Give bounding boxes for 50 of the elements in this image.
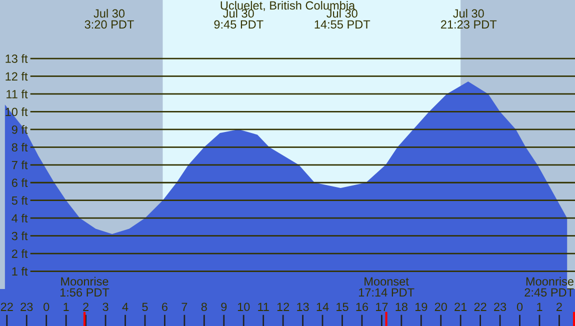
chart-title: Ucluelet, British Columbia [220,0,356,12]
x-tick-label: 22 [474,302,486,311]
x-tick-label: 17 [376,302,388,311]
x-tick-label: 2 [83,302,88,311]
y-tick-label: 8 ft [12,142,28,152]
x-tick-label: 8 [201,302,207,312]
y-tick-label: 2 ft [12,249,28,258]
y-tick-label: 12 ft [6,72,28,81]
x-tick-label: 4 [122,302,128,311]
ref-line-label: Moonrise 1:56 PDT [60,276,110,297]
x-tick-label: 19 [415,302,428,312]
x-tick-label: 13 [297,302,309,312]
x-tick-label: 11 [258,302,269,311]
x-tick-label: 1 [64,302,69,311]
y-tick-label: 1 ft [12,267,28,276]
y-tick-label: 9 ft [12,125,28,134]
y-tick-label: 3 ft [12,232,28,240]
x-tick-label: 18 [396,302,408,312]
x-tick-label: 14 [316,302,329,311]
x-tick-label: 16 [356,302,368,312]
x-tick-label: 12 [277,302,290,311]
x-tick-label: 0 [44,302,50,312]
y-tick-label: 4 ft [12,214,28,222]
y-tick-label: 11 ft [6,90,28,98]
x-tick-label: 10 [238,302,250,312]
annotation: Jul 30 21:23 PDT [441,8,497,29]
y-tick-label: 10 ft [6,107,28,116]
annotation: Jul 30 3:20 PDT [84,8,134,29]
x-tick-label: 3 [102,302,108,312]
annotation: Jul 30 14:55 PDT [314,8,370,29]
x-tick-label: 20 [434,302,447,312]
x-tick-label: 23 [494,302,506,312]
x-tick-label: 1 [537,302,542,311]
y-tick-label: 5 ft [12,196,28,205]
y-tick-label: 7 ft [12,160,28,170]
ref-line-label: Moonrise 2:45 PDT [524,276,574,297]
x-tick-label: 21 [454,302,467,311]
y-tick-label: 6 ft [12,178,28,188]
x-tick-label: 7 [182,302,188,311]
x-tick-label: 5 [142,302,148,312]
x-tick-label: 22 [0,302,13,311]
x-tick-label: 9 [221,302,227,312]
x-tick-label: 6 [162,302,168,312]
x-tick-label: 2 [556,302,562,311]
ref-line-label: Moonset 17:14 PDT [358,277,414,296]
x-tick-label: 15 [336,302,348,312]
x-tick-label: 23 [20,302,33,312]
y-tick-label: 13 ft [6,54,28,63]
x-tick-label: 0 [516,302,523,312]
annotation: Jul 30 9:45 PDT [214,8,264,29]
